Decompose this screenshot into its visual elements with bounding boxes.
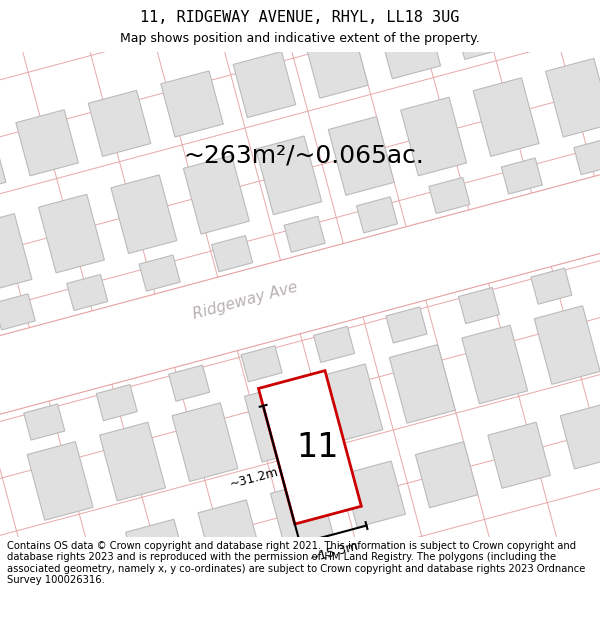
Polygon shape (389, 344, 455, 423)
Polygon shape (378, 12, 440, 79)
Polygon shape (451, 0, 513, 59)
Polygon shape (198, 500, 260, 566)
Text: ~263m²/~0.065ac.: ~263m²/~0.065ac. (184, 144, 425, 168)
Text: ~31.2m: ~31.2m (229, 465, 280, 491)
Polygon shape (67, 274, 108, 311)
Polygon shape (88, 91, 151, 156)
Polygon shape (53, 539, 116, 605)
Polygon shape (172, 403, 238, 481)
Polygon shape (259, 371, 361, 524)
Polygon shape (184, 156, 249, 234)
Polygon shape (241, 346, 282, 382)
Polygon shape (574, 139, 600, 174)
Polygon shape (386, 307, 427, 343)
Polygon shape (534, 306, 600, 384)
Polygon shape (111, 175, 177, 254)
Text: 11: 11 (296, 431, 339, 464)
Polygon shape (161, 71, 223, 137)
Polygon shape (0, 294, 35, 330)
Polygon shape (356, 197, 398, 233)
Polygon shape (314, 326, 355, 362)
Polygon shape (0, 129, 6, 195)
Text: 11, RIDGEWAY AVENUE, RHYL, LL18 3UG: 11, RIDGEWAY AVENUE, RHYL, LL18 3UG (140, 11, 460, 26)
Polygon shape (343, 461, 406, 527)
Polygon shape (244, 383, 310, 462)
Polygon shape (284, 216, 325, 252)
Polygon shape (27, 442, 93, 520)
Polygon shape (16, 110, 79, 176)
Polygon shape (233, 51, 296, 118)
Polygon shape (0, 102, 600, 486)
Polygon shape (139, 255, 180, 291)
Polygon shape (256, 136, 322, 214)
Polygon shape (401, 98, 467, 176)
Polygon shape (462, 325, 527, 404)
Polygon shape (100, 422, 166, 501)
Polygon shape (458, 288, 499, 324)
Polygon shape (24, 404, 65, 440)
Text: ~15.3m: ~15.3m (308, 539, 361, 565)
Polygon shape (545, 58, 600, 137)
Polygon shape (212, 236, 253, 272)
Polygon shape (328, 117, 394, 195)
Polygon shape (502, 158, 542, 194)
Polygon shape (38, 194, 104, 273)
Polygon shape (96, 384, 137, 421)
Polygon shape (473, 78, 539, 156)
Polygon shape (560, 403, 600, 469)
Text: Map shows position and indicative extent of the property.: Map shows position and indicative extent… (120, 32, 480, 45)
Polygon shape (305, 32, 368, 98)
Polygon shape (0, 214, 32, 292)
Polygon shape (125, 519, 188, 586)
Polygon shape (415, 442, 478, 508)
Polygon shape (429, 177, 470, 214)
Polygon shape (271, 481, 333, 546)
Polygon shape (531, 268, 572, 304)
Text: Ridgeway Ave: Ridgeway Ave (191, 280, 299, 322)
Polygon shape (169, 365, 210, 401)
Polygon shape (488, 422, 550, 488)
Polygon shape (317, 364, 383, 442)
Text: Contains OS data © Crown copyright and database right 2021. This information is : Contains OS data © Crown copyright and d… (7, 541, 586, 586)
Polygon shape (523, 0, 586, 40)
